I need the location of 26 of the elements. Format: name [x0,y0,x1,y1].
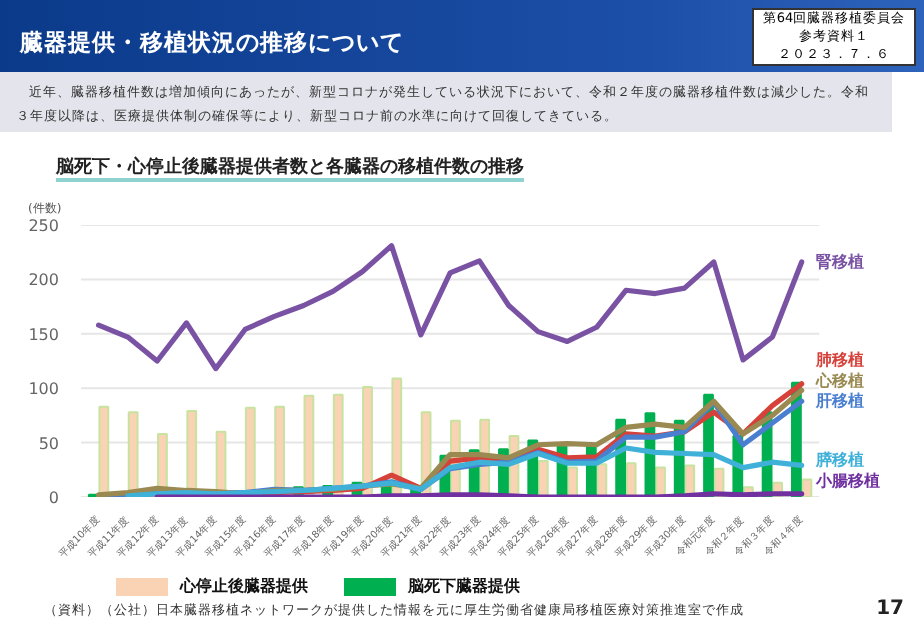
legend-label: 脳死下臓器提供 [408,577,520,596]
bar [567,466,578,497]
line-series [125,445,805,497]
series-label: 腎移植 [816,252,865,271]
series-label: 肺移植 [814,351,865,370]
chart-subtitle: 脳死下・心停止後臓器提供者数と各臓器の移植件数の推移 [56,158,524,182]
text: 17 [876,596,904,624]
y-tick-label: 250 [28,217,60,235]
series-label: 心移植 [814,369,865,390]
series-label: 肝移植 [814,392,865,411]
y-tick-label: 200 [28,271,60,290]
bar [625,462,637,497]
chart-title: 臓器提供・移植状況の推移について [20,26,404,59]
y-tick-label: 0 [48,489,60,507]
bar [655,466,666,497]
series-label: 小腸移植 [814,471,881,490]
line-series [95,243,805,372]
bar [537,460,549,497]
series-label: 膵移植 [814,451,865,470]
y-tick-label: 50 [38,434,60,453]
legend-label: 心停止後臓器提供 [180,577,308,596]
y-tick-label: 150 [28,325,60,344]
y-tick-label: 100 [28,380,60,399]
bar [362,386,373,497]
bar [98,405,110,497]
bar [332,393,344,497]
